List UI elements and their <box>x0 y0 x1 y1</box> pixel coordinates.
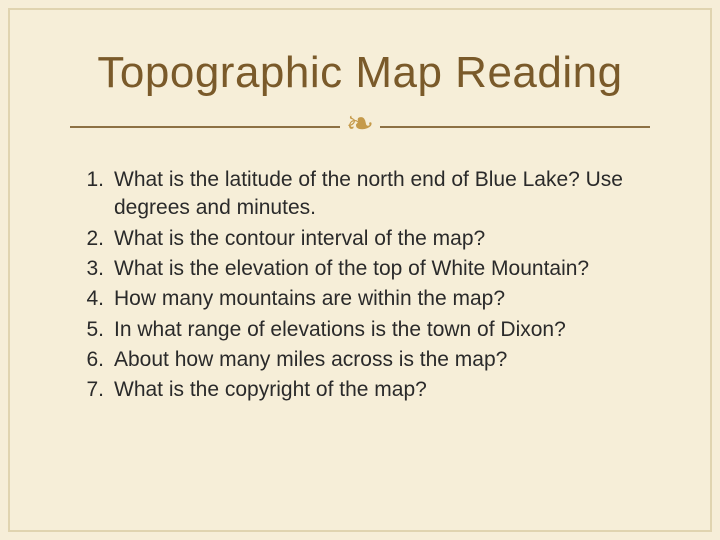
item-text: In what range of elevations is the town … <box>114 316 650 344</box>
item-number: 4. <box>80 285 114 313</box>
flourish-icon: ❧ <box>340 108 381 142</box>
item-number: 7. <box>80 376 114 404</box>
title-divider: ❧ <box>70 110 650 144</box>
list-item: 4. How many mountains are within the map… <box>80 285 650 313</box>
divider-line-left <box>70 126 340 128</box>
item-number: 6. <box>80 346 114 374</box>
item-number: 3. <box>80 255 114 283</box>
list-item: 5. In what range of elevations is the to… <box>80 316 650 344</box>
list-item: 3. What is the elevation of the top of W… <box>80 255 650 283</box>
question-list: 1. What is the latitude of the north end… <box>80 166 650 405</box>
item-number: 2. <box>80 225 114 253</box>
item-text: About how many miles across is the map? <box>114 346 650 374</box>
item-text: What is the latitude of the north end of… <box>114 166 650 223</box>
item-number: 1. <box>80 166 114 194</box>
list-item: 2. What is the contour interval of the m… <box>80 225 650 253</box>
item-text: What is the elevation of the top of Whit… <box>114 255 650 283</box>
slide-title: Topographic Map Reading <box>10 48 710 98</box>
item-number: 5. <box>80 316 114 344</box>
item-text: How many mountains are within the map? <box>114 285 650 313</box>
list-item: 6. About how many miles across is the ma… <box>80 346 650 374</box>
item-text: What is the copyright of the map? <box>114 376 650 404</box>
divider-line-right <box>380 126 650 128</box>
list-item: 1. What is the latitude of the north end… <box>80 166 650 223</box>
list-item: 7. What is the copyright of the map? <box>80 376 650 404</box>
slide-frame: Topographic Map Reading ❧ 1. What is the… <box>8 8 712 532</box>
item-text: What is the contour interval of the map? <box>114 225 650 253</box>
